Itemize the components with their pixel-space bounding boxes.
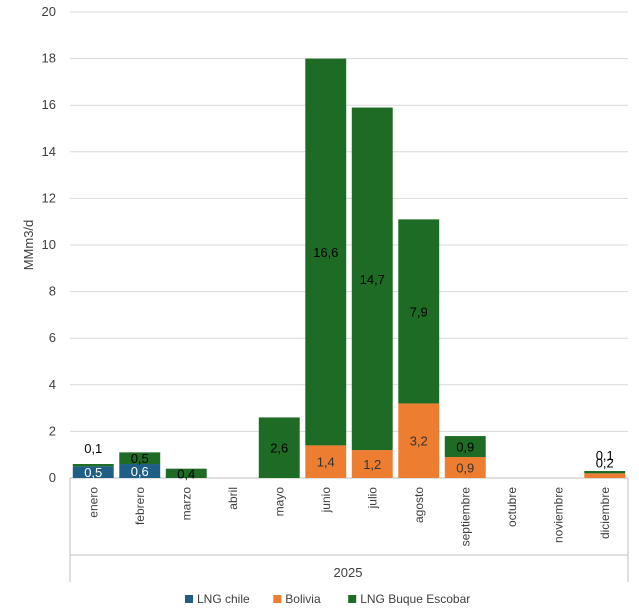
y-tick-label: 10 [42,237,56,252]
bar-septiembre-lng-buque-escobar [444,436,486,458]
data-label: 14,7 [360,272,385,287]
y-tick-label: 8 [49,284,56,299]
data-label: 7,9 [410,304,428,319]
y-tick-label: 16 [42,97,56,112]
x-tick-label: julio [365,487,379,510]
y-tick-label: 0 [49,470,56,485]
data-label: 0,9 [456,461,474,476]
legend-label: Bolivia [285,592,321,606]
y-tick-label: 2 [49,423,56,438]
data-label: 1,4 [317,455,335,470]
x-tick-label: diciembre [598,487,612,539]
data-label: 16,6 [313,245,338,260]
y-axis-ticks: 0 2 4 6 8 10 12 14 16 18 20 [42,4,56,485]
y-tick-label: 14 [42,144,56,159]
bar-junio-bolivia [305,445,347,478]
data-label: 0,1 [596,448,614,463]
legend-label: LNG chile [197,592,250,606]
data-labels: 0,50,10,60,50,42,61,416,61,214,73,27,90,… [84,245,614,481]
data-label: 0,5 [131,451,149,466]
data-label: 0,5 [84,465,102,480]
x-tick-label: marzo [179,487,193,521]
legend-swatch [273,595,282,603]
y-tick-label: 4 [49,377,56,392]
bar-julio-bolivia [351,450,393,478]
legend-swatch [185,595,193,603]
data-label: 1,2 [363,457,381,472]
bar-junio-lng-buque-escobar [305,58,347,446]
legend: LNG chile Bolivia LNG Buque Escobar [185,592,470,606]
x-tick-label: septiembre [458,487,472,547]
bar-septiembre-bolivia [444,457,486,478]
x-tick-label: octubre [505,487,519,527]
bar-enero-lng-buque-escobar [72,464,114,467]
bar-agosto-lng-buque-escobar [398,219,440,404]
bar-enero-lng-chile [72,466,114,478]
legend-label: LNG Buque Escobar [360,592,470,606]
bar-febrero-lng-buque-escobar [119,452,161,465]
bars [72,58,626,478]
bar-mayo-lng-buque-escobar [258,417,300,478]
bar-julio-lng-buque-escobar [351,107,393,451]
data-label: 0,2 [596,455,614,470]
data-label: 0,6 [131,464,149,479]
x-tick-label: enero [86,487,100,518]
y-tick-label: 12 [42,190,56,205]
data-label: 2,6 [270,441,288,456]
bar-agosto-bolivia [398,403,440,478]
x-axis-group-label: 2025 [334,565,363,580]
x-tick-label: junio [319,487,333,514]
x-tick-label: noviembre [551,487,565,543]
data-label: 0,1 [84,441,102,456]
y-tick-label: 18 [42,51,56,66]
y-tick-label: 6 [49,330,56,345]
y-tick-label: 20 [42,4,56,19]
gridlines [70,11,628,479]
data-label: 0,4 [177,466,195,481]
x-tick-label: agosto [412,487,426,523]
data-label: 0,9 [456,440,474,455]
x-axis: enero febrero marzo abril mayo junio julio agos… [69,478,629,582]
x-tick-label: abril [226,487,240,510]
data-label: 3,2 [410,434,428,449]
bar-marzo-lng-buque-escobar [165,468,207,478]
y-axis-label: MMm3/d [21,220,36,271]
bar-febrero-lng-chile [119,464,161,478]
bar-diciembre-bolivia [584,473,626,478]
x-tick-label: febrero [133,487,147,525]
legend-swatch [348,595,357,603]
x-tick-label: mayo [272,487,286,517]
bar-diciembre-lng-buque-escobar [584,471,626,474]
